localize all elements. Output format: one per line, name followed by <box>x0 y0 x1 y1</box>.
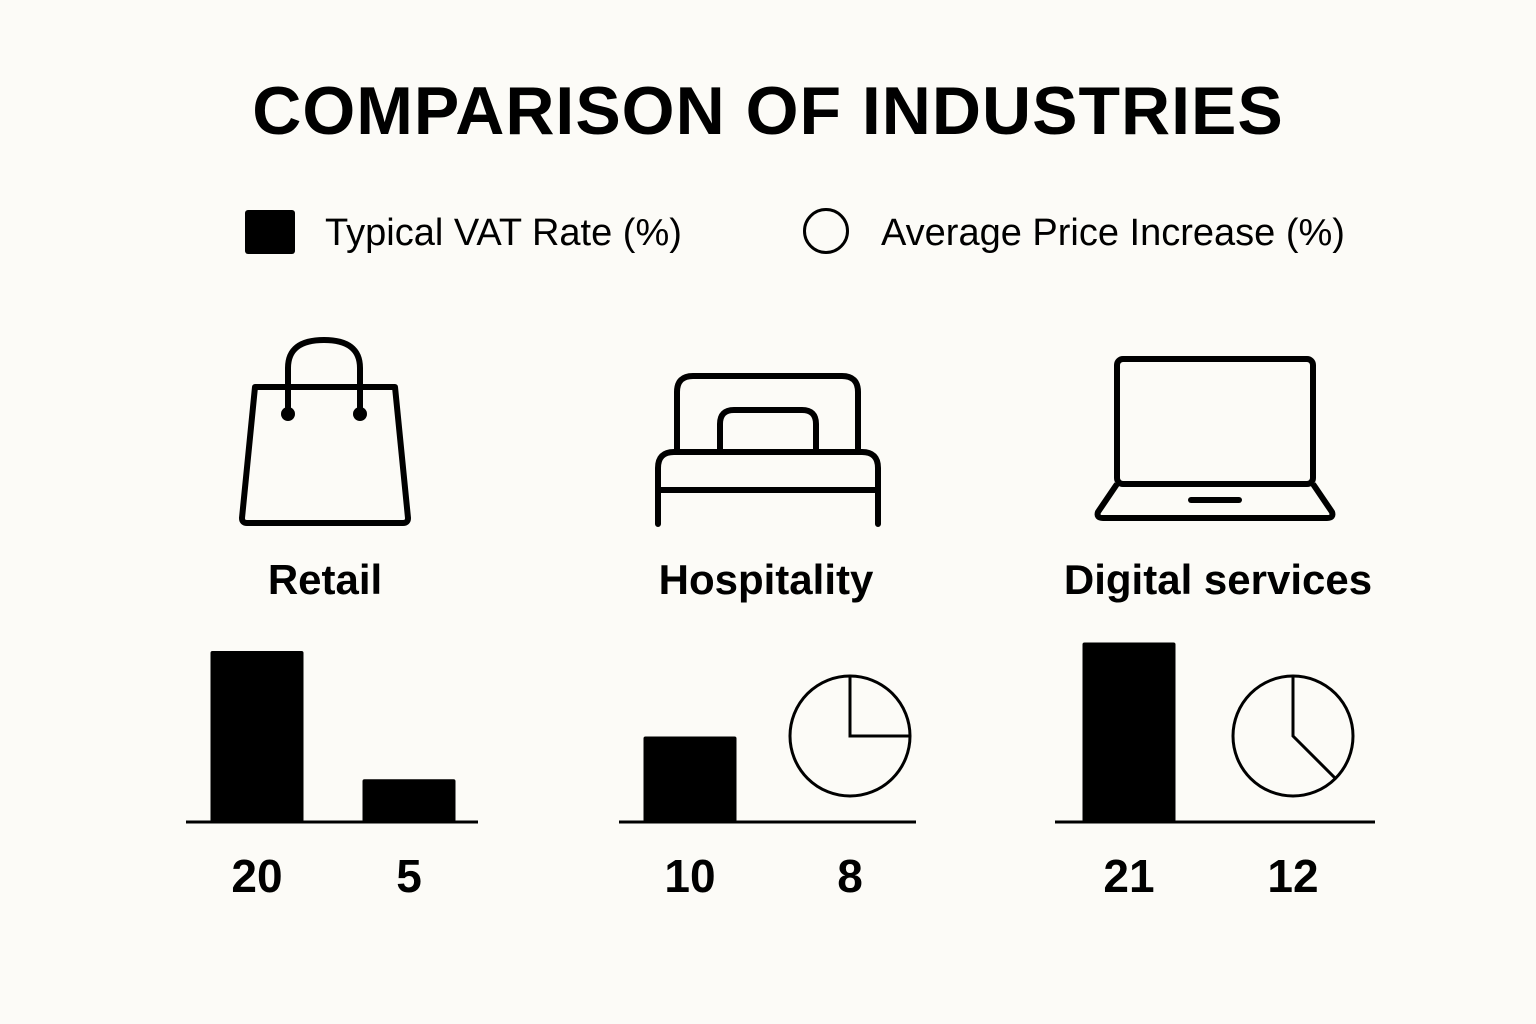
value-label-retail-typical-vat-rate-: 20 <box>231 850 282 902</box>
bar-hospitality-typical-vat-rate- <box>643 736 737 822</box>
legend-square-swatch <box>245 210 295 254</box>
value-label-digital-services-average-price-increase-: 12 <box>1267 850 1318 902</box>
bar-digital-services-typical-vat-rate- <box>1082 642 1176 822</box>
legend: Typical VAT Rate (%) Average Price Incre… <box>0 0 1536 300</box>
pie-slice-digital-services-average-price-increase- <box>1291 676 1337 780</box>
legend-label-price: Average Price Increase (%) <box>881 212 1345 254</box>
industry-label-digital-services: Digital services <box>1063 556 1373 603</box>
laptop-icon <box>1094 356 1336 521</box>
pie-slice-hospitality-average-price-increase- <box>848 676 910 738</box>
bar-retail-average-price-increase- <box>362 779 456 822</box>
shopping-bag-icon <box>239 336 411 526</box>
value-label-retail-average-price-increase-: 5 <box>396 850 422 902</box>
value-label-hospitality-typical-vat-rate-: 10 <box>664 850 715 902</box>
bed-icon <box>655 373 881 527</box>
value-label-hospitality-average-price-increase-: 8 <box>837 850 863 902</box>
industry-label-hospitality: Hospitality <box>658 556 874 603</box>
chart-title: COMPARISON OF INDUSTRIES <box>252 73 1284 149</box>
value-label-digital-services-typical-vat-rate-: 21 <box>1103 850 1154 902</box>
legend-circle-swatch <box>803 208 849 254</box>
industry-label-retail: Retail <box>267 556 383 603</box>
legend-label-vat: Typical VAT Rate (%) <box>325 212 682 254</box>
bar-retail-typical-vat-rate- <box>210 651 304 822</box>
